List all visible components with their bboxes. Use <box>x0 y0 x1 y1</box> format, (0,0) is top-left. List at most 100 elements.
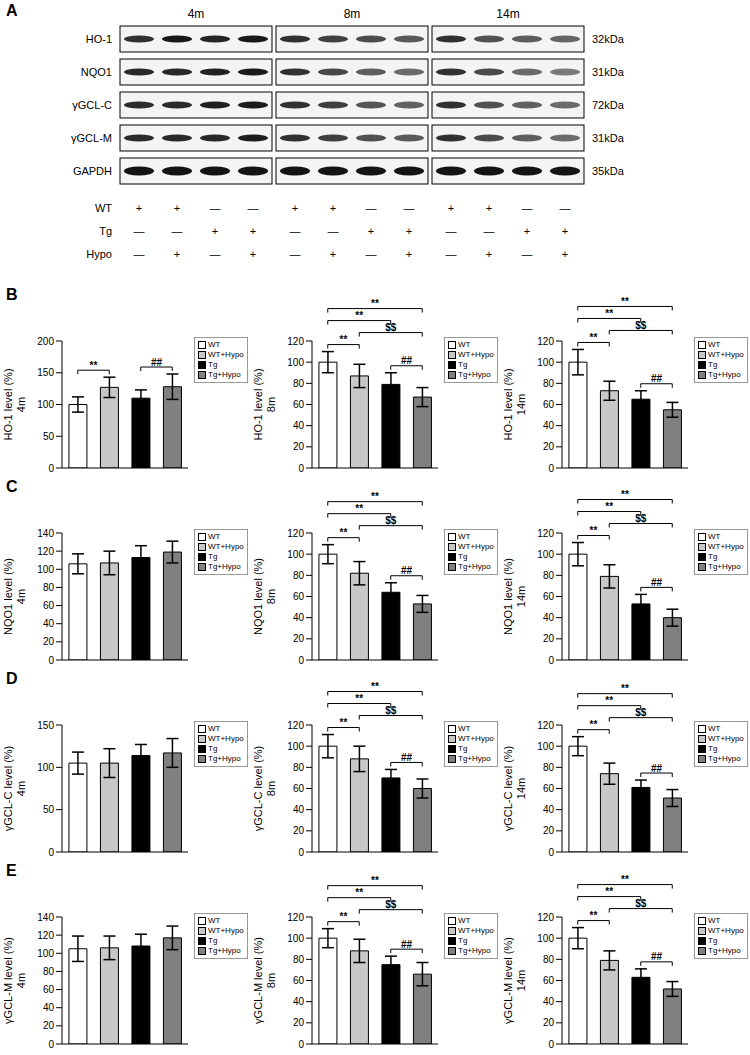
svg-text:**: ** <box>355 310 363 321</box>
svg-text:8m: 8m <box>265 973 277 988</box>
svg-text:+: + <box>448 202 454 214</box>
svg-text:##: ## <box>651 763 663 774</box>
svg-text:60: 60 <box>293 783 305 794</box>
svg-text:+: + <box>174 248 180 260</box>
svg-text:80: 80 <box>543 378 555 389</box>
svg-text:$$: $$ <box>385 322 397 333</box>
svg-text:4m: 4m <box>15 973 27 988</box>
svg-text:60: 60 <box>293 399 305 410</box>
svg-text:140: 140 <box>37 528 54 539</box>
svg-text:100: 100 <box>37 762 54 773</box>
svg-text:4m: 4m <box>15 781 27 796</box>
svg-text:60: 60 <box>293 975 305 986</box>
svg-text:**: ** <box>340 334 348 345</box>
svg-text:120: 120 <box>287 336 304 347</box>
svg-text:100: 100 <box>37 948 54 959</box>
svg-text:20: 20 <box>293 1017 305 1028</box>
svg-text:120: 120 <box>37 930 54 941</box>
svg-text:80: 80 <box>293 378 305 389</box>
svg-text:γGCL-M level (%): γGCL-M level (%) <box>252 937 264 1024</box>
svg-text:+: + <box>250 225 256 237</box>
svg-text:HO-1: HO-1 <box>86 33 112 45</box>
svg-text:HO-1 level (%): HO-1 level (%) <box>502 368 514 440</box>
svg-text:100: 100 <box>537 357 554 368</box>
svg-text:140: 140 <box>37 912 54 923</box>
svg-text:20: 20 <box>543 441 555 452</box>
svg-text:0: 0 <box>48 1039 54 1050</box>
svg-text:60: 60 <box>543 975 555 986</box>
svg-text:80: 80 <box>43 582 55 593</box>
svg-text:0: 0 <box>298 463 304 474</box>
svg-text:—: — <box>366 202 377 214</box>
svg-text:20: 20 <box>543 1017 555 1028</box>
svg-text:60: 60 <box>293 591 305 602</box>
svg-text:HO-1 level (%): HO-1 level (%) <box>2 368 14 440</box>
svg-text:NQO1 level (%): NQO1 level (%) <box>502 558 514 635</box>
svg-text:35kDa: 35kDa <box>592 165 625 177</box>
svg-text:—: — <box>484 225 495 237</box>
svg-text:**: ** <box>90 360 98 371</box>
svg-text:40: 40 <box>293 420 305 431</box>
svg-text:+: + <box>292 202 298 214</box>
svg-text:100: 100 <box>537 933 554 944</box>
svg-text:γGCL-C level (%): γGCL-C level (%) <box>2 746 14 832</box>
svg-text:60: 60 <box>43 984 55 995</box>
svg-text:0: 0 <box>548 463 554 474</box>
svg-text:γGCL-M level (%): γGCL-M level (%) <box>502 937 514 1024</box>
svg-text:—: — <box>210 202 221 214</box>
svg-text:+: + <box>368 225 374 237</box>
svg-text:##: ## <box>401 939 413 950</box>
svg-text:120: 120 <box>537 528 554 539</box>
svg-text:200: 200 <box>37 336 54 347</box>
svg-text:80: 80 <box>543 762 555 773</box>
svg-text:8m: 8m <box>344 7 361 21</box>
svg-text:γGCL-C level (%): γGCL-C level (%) <box>502 746 514 832</box>
svg-text:$$: $$ <box>385 515 397 526</box>
svg-text:60: 60 <box>43 600 55 611</box>
svg-text:##: ## <box>651 951 663 962</box>
svg-text:—: — <box>134 248 145 260</box>
svg-text:14m: 14m <box>496 7 519 21</box>
svg-text:##: ## <box>401 565 413 576</box>
svg-text:—: — <box>328 225 339 237</box>
svg-text:40: 40 <box>43 1002 55 1013</box>
svg-text:+: + <box>212 225 218 237</box>
svg-text:**: ** <box>340 527 348 538</box>
svg-text:**: ** <box>355 693 363 704</box>
svg-text:40: 40 <box>293 804 305 815</box>
svg-text:$$: $$ <box>635 513 647 524</box>
svg-text:**: ** <box>605 886 613 897</box>
svg-text:$$: $$ <box>635 707 647 718</box>
svg-text:**: ** <box>371 491 379 502</box>
svg-text:31kDa: 31kDa <box>592 66 625 78</box>
svg-text:+: + <box>486 202 492 214</box>
svg-text:0: 0 <box>548 1039 554 1050</box>
svg-text:20: 20 <box>543 633 555 644</box>
svg-text:80: 80 <box>293 762 305 773</box>
svg-text:40: 40 <box>543 612 555 623</box>
svg-text:—: — <box>560 202 571 214</box>
svg-text:+: + <box>330 202 336 214</box>
svg-text:40: 40 <box>543 420 555 431</box>
svg-text:8m: 8m <box>265 781 277 796</box>
svg-text:—: — <box>522 248 533 260</box>
svg-text:120: 120 <box>537 720 554 731</box>
svg-text:20: 20 <box>293 633 305 644</box>
svg-text:120: 120 <box>537 336 554 347</box>
svg-text:**: ** <box>355 503 363 514</box>
svg-text:—: — <box>290 248 301 260</box>
svg-text:**: ** <box>621 489 629 500</box>
svg-text:+: + <box>524 225 530 237</box>
svg-text:120: 120 <box>287 912 304 923</box>
svg-text:120: 120 <box>287 720 304 731</box>
svg-text:**: ** <box>621 296 629 307</box>
svg-text:**: ** <box>340 717 348 728</box>
svg-text:+: + <box>562 225 568 237</box>
svg-text:60: 60 <box>543 783 555 794</box>
svg-text:32kDa: 32kDa <box>592 33 625 45</box>
svg-text:100: 100 <box>537 549 554 560</box>
svg-text:100: 100 <box>537 741 554 752</box>
svg-text:**: ** <box>590 910 598 921</box>
svg-text:$$: $$ <box>385 705 397 716</box>
svg-text:**: ** <box>371 875 379 886</box>
